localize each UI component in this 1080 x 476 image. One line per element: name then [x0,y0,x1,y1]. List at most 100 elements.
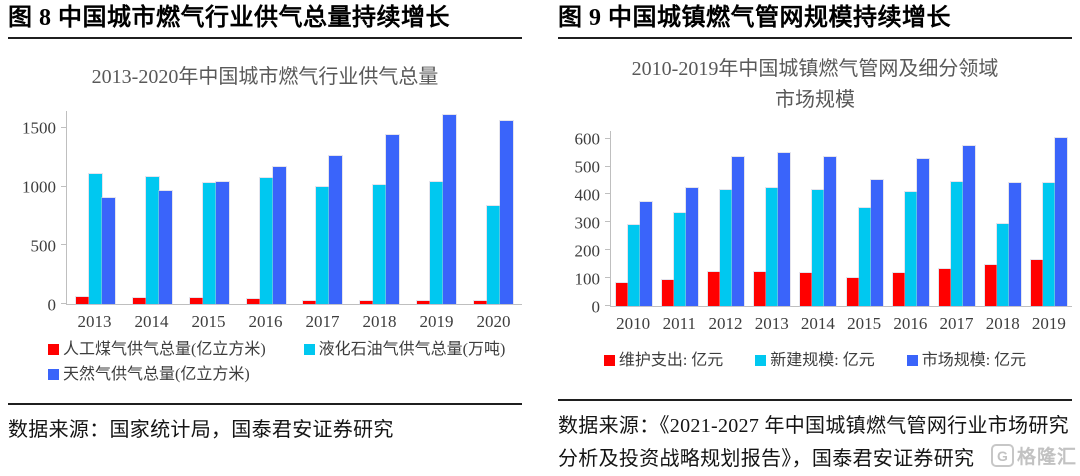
chart-title-text: 2010-2019年中国城镇燃气管网及细分领域市场规模 [631,57,999,111]
bar-series-2 [101,198,115,304]
y-axis-tick-label: 300 [574,213,601,233]
bar-series-2 [732,156,745,306]
bar-group [841,131,887,306]
bar-series-1 [487,205,501,304]
x-axis-label: 2010 [616,313,651,333]
bar-series-1 [1042,183,1055,306]
y-axis-tick-mark [61,244,67,246]
y-axis-tick-mark [605,249,611,251]
bar-series-2 [870,179,883,306]
bar-series-1 [996,223,1009,306]
legend-label: 市场规模: 亿元 [921,351,1027,369]
bar-series-0 [303,300,317,304]
legend-swatch [48,344,59,356]
bar-group [749,131,795,306]
legend-label: 液化石油气供气总量(万吨) [318,340,506,358]
legend-item: 天然气供气总量(亿立方米) [48,366,250,383]
bar-series-0 [708,272,721,306]
bar-series-1 [316,186,330,304]
bar-series-2 [215,181,229,304]
legend-swatch [906,355,918,367]
legend-swatch [603,355,615,367]
bar-series-0 [360,300,374,304]
gelonghui-watermark: G 格隆汇 [990,442,1077,469]
bar-series-0 [984,265,997,306]
legend-swatch [48,369,59,381]
y-axis-tick-mark [61,185,67,187]
bar-series-0 [754,271,767,306]
bar-series-2 [443,115,457,304]
figure-9-column: 图 9 中国城镇燃气管网规模持续增长 2010-2019年中国城镇燃气管网及细分… [558,5,1072,476]
bar-group [934,131,980,306]
chart-title: 2010-2019年中国城镇燃气管网及细分领域市场规模 [558,39,1072,131]
bar-series-1 [950,181,963,306]
y-axis-tick-label: 500 [30,236,57,256]
bar-series-1 [904,192,917,306]
bar-series-1 [858,208,871,306]
y-axis-tick-label: 500 [574,157,601,177]
y-axis-tick-mark [605,193,611,195]
bar-series-2 [500,120,514,304]
bar-group [295,111,352,304]
bar-series-0 [616,282,629,306]
x-axis-label: 2014 [134,311,169,331]
gelonghui-brand-text: 格隆汇 [1016,447,1077,468]
legend-label: 人工煤气供气总量(亿立方米) [63,340,266,358]
legend-row: 天然气供气总量(亿立方米) [48,366,522,383]
x-axis-label: 2015 [847,313,882,333]
bar-series-0 [246,298,260,304]
x-axis-label: 2017 [305,311,340,331]
bar-series-2 [640,201,653,306]
chart-legend: 人工煤气供气总量(亿立方米) 液化石油气供气总量(万吨) 天然气供气总量(亿立方米) [8,340,522,383]
legend-item: 人工煤气供气总量(亿立方米) [48,340,266,358]
bar-series-0 [474,301,488,304]
bar-group [351,111,408,304]
gelonghui-logo-icon: G [990,444,1014,467]
legend-item: 维护支出: 亿元 [603,352,723,369]
bar-series-2 [916,158,929,306]
figure-9-source-rule [558,399,1072,401]
legend-row: 人工煤气供气总量(亿立方米) 液化石油气供气总量(万吨) [48,340,522,358]
y-axis-tick-label: 1500 [22,118,56,138]
x-axis-spacer [558,307,610,334]
figure-8-column: 图 8 中国城市燃气行业供气总量持续增长 2013-2020年中国城市燃气行业供… [8,5,522,476]
bar-group [465,111,522,304]
x-axis-label: 2015 [191,311,226,331]
bar-group [611,131,657,306]
bar-group [980,131,1026,306]
x-axis-label: 2014 [800,313,835,333]
x-axis-label: 2011 [662,313,696,333]
chart-legend: 维护支出: 亿元 新建规模: 亿元 市场规模: 亿元 [558,351,1072,369]
bar-series-1 [812,190,825,306]
bar-series-2 [686,187,699,306]
plot-row: 0 100 200 300 400 500 600 [558,130,1072,315]
bar-series-2 [824,156,837,306]
gas-supply-bar-chart: 2013-2020年中国城市燃气行业供气总量 0 500 1000 1500 2013… [8,39,522,392]
bar-series-1 [720,190,733,306]
bar-group [1026,131,1072,306]
bar-series-2 [329,155,343,304]
bar-group [657,131,703,306]
y-axis: 0 100 200 300 400 500 600 [558,130,610,315]
x-axis: 2010 2011 2012 2013 2014 2015 2016 2017 2018 2019 [558,307,1072,334]
legend-swatch [755,355,767,367]
bar-group [408,111,465,304]
bar-series-0 [938,269,951,306]
bar-series-2 [1008,183,1021,306]
bar-series-2 [1054,137,1067,306]
bar-series-1 [202,182,216,304]
figure-8-caption-rule [8,36,522,39]
y-axis-tick-mark [605,165,611,167]
y-axis-tick-label: 200 [574,241,601,261]
figure-9-source-block: 数据来源：《2021-2027 年中国城镇燃气管网行业市场研究分析及投资战略规划… [558,399,1072,476]
legend-label: 新建规模: 亿元 [770,351,875,369]
x-axis-label: 2018 [985,313,1020,333]
plot-row: 0 500 1000 1500 [8,110,522,313]
legend-item: 液化石油气供气总量(万吨) [303,340,506,358]
x-axis: 2013 2014 2015 2016 2017 2018 2019 2020 [8,305,522,332]
legend-row: 维护支出: 亿元 新建规模: 亿元 市场规模: 亿元 [558,351,1072,369]
bar-series-2 [962,145,975,306]
x-axis-label: 2016 [248,311,283,331]
y-axis-tick-label: 0 [591,297,601,317]
